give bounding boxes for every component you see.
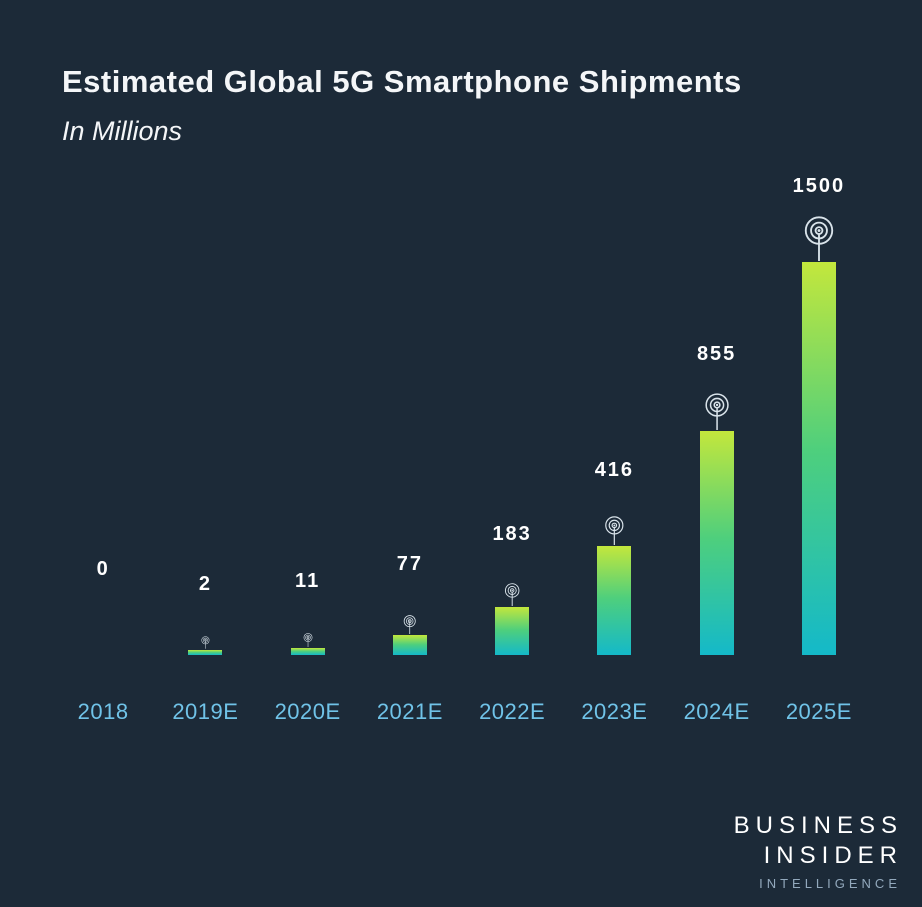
brand-line-business: BUSINESS <box>733 812 903 839</box>
bar <box>597 546 632 655</box>
bar-column: 2 <box>154 160 256 655</box>
5g-antenna-icon <box>201 636 210 649</box>
bar <box>801 262 836 655</box>
bar-value-label: 77 <box>396 552 423 575</box>
bar-column: 77 <box>359 160 461 655</box>
bar <box>188 650 223 655</box>
business-insider-logo: BUSINESS INSIDER INTELLIGENCE <box>734 811 897 891</box>
5g-antenna-icon <box>403 614 416 634</box>
brand-line-intelligence: INTELLIGENCE <box>759 876 901 891</box>
x-axis-labels: 2018 2019E 2020E 2021E 2022E 2023E 2024E 2025E <box>52 699 870 725</box>
bar-value-label: 416 <box>594 459 635 482</box>
5g-antenna-icon <box>804 216 834 261</box>
brand-line-insider: INSIDER <box>763 842 903 869</box>
bar-column: 855 <box>666 160 768 655</box>
category-label: 2019E <box>172 699 239 724</box>
bar <box>699 431 734 655</box>
bars-area: 0 2 11 77 183 416 855 1500 <box>52 160 870 655</box>
chart-subtitle: In Millions <box>62 116 183 146</box>
5g-antenna-icon <box>605 516 624 546</box>
5g-antenna-icon <box>504 583 520 607</box>
bar-value-label: 1500 <box>792 175 846 197</box>
bar-column: 1500 <box>768 160 870 655</box>
bar-value-label: 855 <box>696 343 737 365</box>
bar-column: 183 <box>461 160 563 655</box>
5g-antenna-icon <box>303 633 313 647</box>
5g-antenna-icon <box>704 393 729 430</box>
bar-value-label: 2 <box>198 573 212 596</box>
bar-column: 11 <box>257 160 359 655</box>
category-label: 2025E <box>785 699 852 724</box>
category-label: 2023E <box>581 699 648 724</box>
chart-title: Estimated Global 5G Smartphone Shipments <box>62 64 742 99</box>
bar-value-label: 11 <box>295 569 321 592</box>
bar <box>392 634 427 655</box>
category-label: 2018 <box>77 699 129 724</box>
category-label: 2021E <box>376 699 443 724</box>
bar-chart: 0 2 11 77 183 416 855 1500 2018 2019E 2020E 2021E 2… <box>52 160 870 725</box>
category-label: 2024E <box>683 699 750 724</box>
bar <box>290 647 325 655</box>
bar-column: 416 <box>563 160 665 655</box>
bar <box>495 607 530 655</box>
category-label: 2020E <box>274 699 341 724</box>
bar-column: 0 <box>52 160 154 655</box>
bar-value-label: 0 <box>96 558 110 580</box>
bar-value-label: 183 <box>492 523 532 546</box>
category-label: 2022E <box>479 699 546 724</box>
